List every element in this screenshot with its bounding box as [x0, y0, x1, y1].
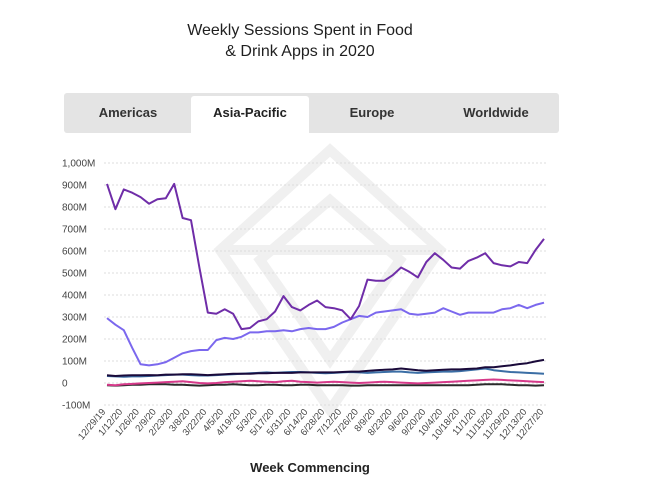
tab-americas[interactable]: Americas [98, 105, 158, 120]
chart-title: Weekly Sessions Spent in Food & Drink Ap… [0, 20, 600, 62]
series-line [106, 358, 545, 377]
series-line [106, 378, 545, 387]
y-tick-label: 600M [62, 247, 87, 258]
tab-asia-pacific[interactable]: Asia-Pacific [191, 96, 309, 133]
y-tick-label: 1,000M [62, 159, 95, 170]
grid-lines [104, 162, 548, 406]
watermark-logo [213, 143, 447, 419]
y-tick-label: 0 [62, 379, 68, 390]
series-line [106, 301, 545, 367]
y-tick-label: 800M [62, 203, 87, 214]
series-lines [106, 182, 545, 387]
y-tick-label: 900M [62, 181, 87, 192]
x-axis: 12/29/191/12/201/26/202/9/202/23/203/8/2… [76, 407, 546, 442]
y-axis: 1,000M 900M 800M 700M 600M 500M 400M 300M 200M 10… [62, 159, 95, 412]
x-axis-title: Week Commencing [250, 460, 370, 475]
y-tick-label: 400M [62, 291, 87, 302]
y-tick-label: 700M [62, 225, 87, 236]
y-tick-label: 200M [62, 335, 87, 346]
tab-worldwide[interactable]: Worldwide [463, 105, 529, 120]
chart-title-line2: & Drink Apps in 2020 [225, 43, 375, 60]
series-line [106, 182, 545, 331]
tab-europe[interactable]: Europe [349, 105, 395, 120]
y-tick-label: 500M [62, 269, 87, 280]
y-tick-label: -100M [62, 401, 90, 412]
chart-title-line1: Weekly Sessions Spent in Food [187, 22, 413, 39]
y-tick-label: 100M [62, 357, 87, 368]
series-line [106, 383, 545, 387]
y-tick-label: 300M [62, 313, 87, 324]
region-tabs: Americas Asia-Pacific Europe Worldwide [64, 93, 559, 133]
